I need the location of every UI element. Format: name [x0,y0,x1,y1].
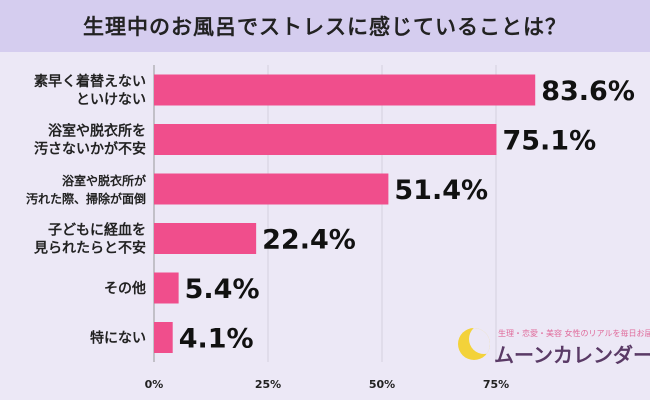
x-tick-label: 25% [255,378,281,391]
title-band: 生理中のお風呂でストレスに感じていることは？ [0,0,650,52]
bar [154,74,536,106]
value-label: 75.1% [502,126,596,157]
value-label: 51.4% [394,175,488,206]
bar [154,223,257,254]
category-label: 子どもに経血を [48,222,146,239]
category-label: といけない [76,92,146,108]
bar [154,322,173,353]
x-tick-label: 0% [145,378,164,391]
logo-name: ムーンカレンダー [494,343,650,367]
chart-title: 生理中のお風呂でストレスに感じていることは？ [83,15,567,39]
logo-tagline: 生理・恋愛・美容 女性のリアルを毎日お届け♪ [498,329,650,338]
bar [154,272,179,304]
category-label: 浴室や脱衣所が [62,173,146,188]
category-label: 浴室や脱衣所を [48,123,146,140]
bar [154,173,389,205]
x-tick-label: 75% [483,378,509,391]
bar [154,124,497,155]
category-label: 汚さないかが不安 [34,141,146,158]
value-label: 22.4% [262,225,356,256]
logo: 生理・恋愛・美容 女性のリアルを毎日お届け♪ ムーンカレンダー [458,326,650,367]
value-label: 5.4% [185,274,260,305]
category-label: 汚れた際、掃除が面倒 [26,191,146,206]
category-label: 見られたらと不安 [33,240,146,257]
moon-logo-icon [458,328,490,360]
x-tick-label: 50% [369,378,395,391]
category-label: 特にない [90,330,146,347]
category-label: その他 [104,280,146,297]
value-label: 83.6% [541,76,635,107]
value-label: 4.1% [179,324,254,355]
category-label: 素早く着替えない [34,73,146,90]
